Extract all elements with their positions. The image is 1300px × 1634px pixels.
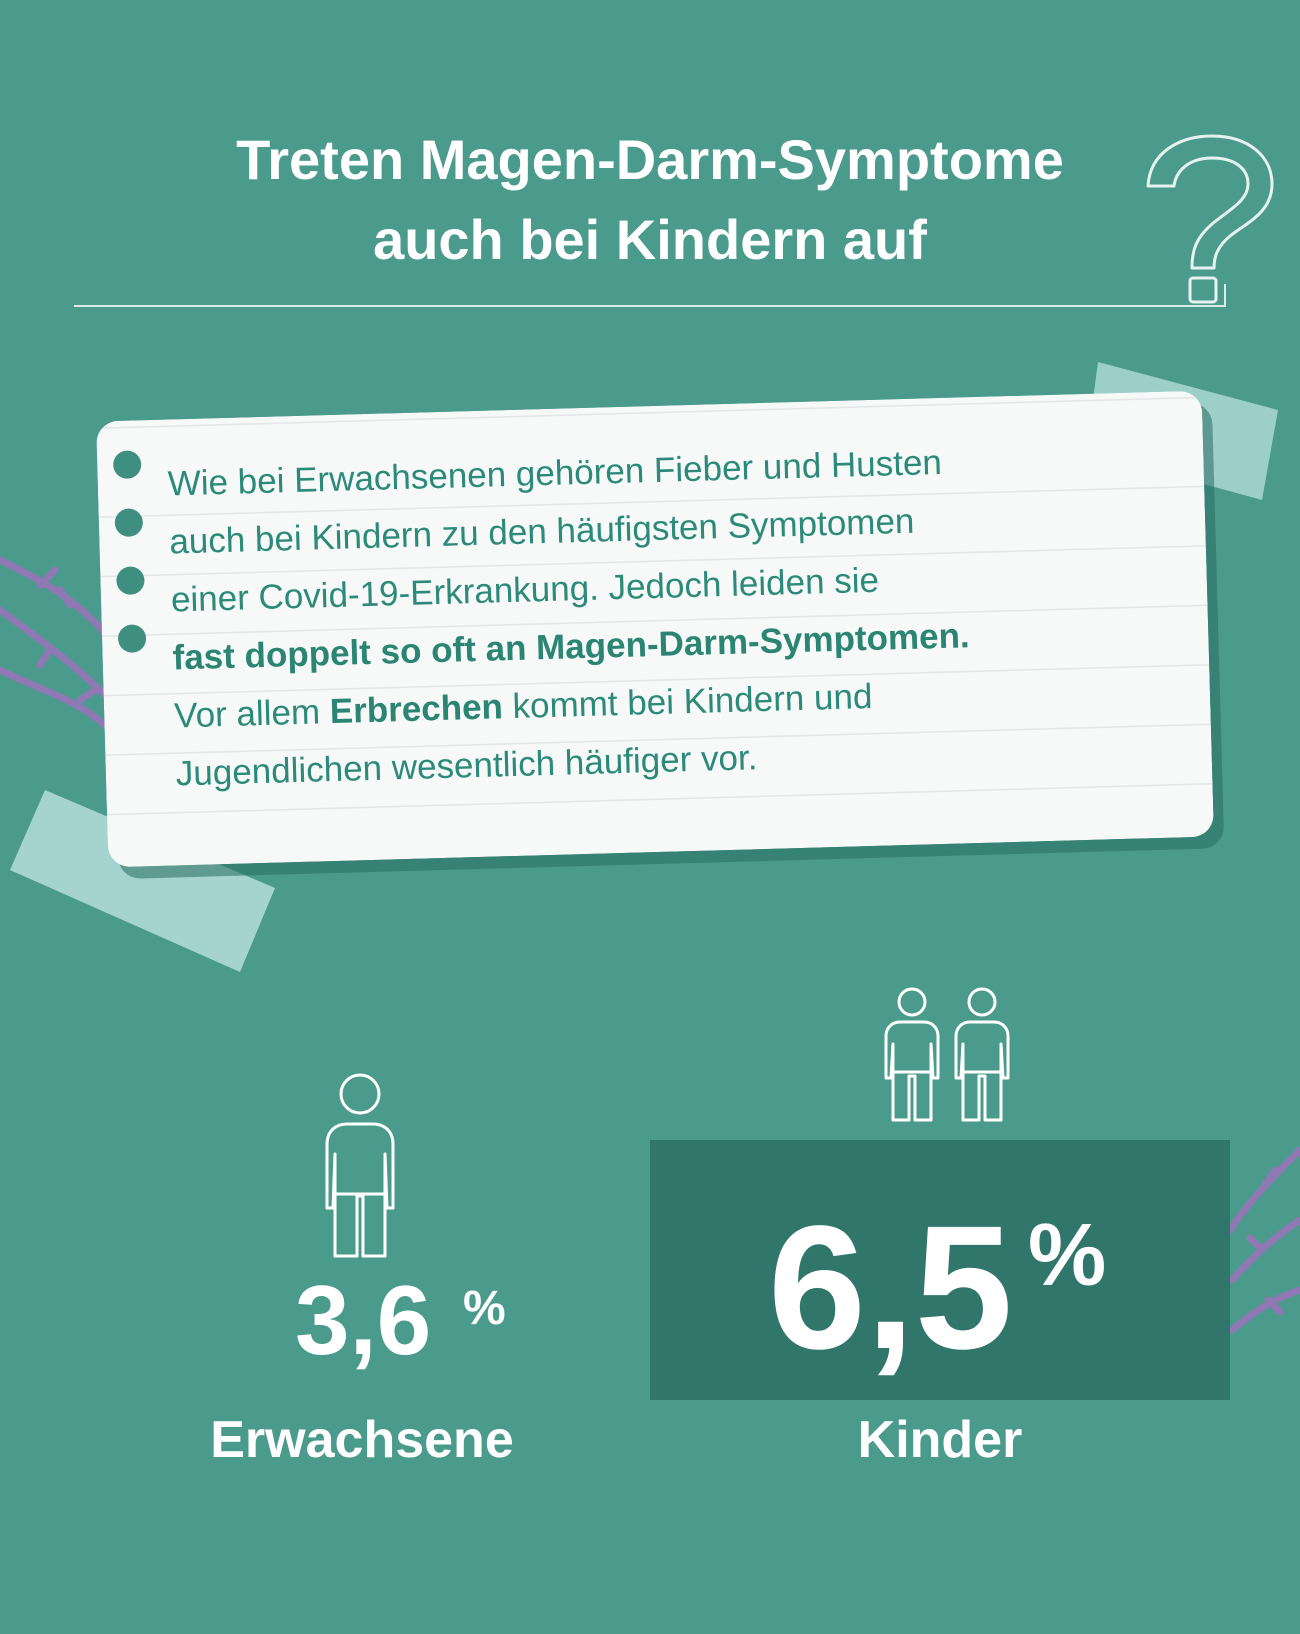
adults-value: 3,6: [295, 1265, 432, 1375]
page-title-line-1: Treten Magen-Darm-Symptome: [236, 128, 1064, 191]
note-text-segment: Jugendlichen wesentlich häufiger vor.: [175, 738, 758, 794]
vine-right-decoration: [1226, 1146, 1300, 1334]
children-highlight-box: 6,5 %: [650, 1140, 1230, 1400]
note-card: Wie bei Erwachsenen gehören Fieber und H…: [95, 390, 1215, 868]
adults-statistic: 3,6 %: [295, 1270, 535, 1370]
binder-hole: [114, 508, 144, 538]
note-emphasis: Erbrechen: [329, 687, 504, 732]
title-divider: [74, 284, 1226, 307]
binder-hole: [116, 566, 145, 596]
page-title-line-2: auch bei Kindern auf: [373, 208, 927, 271]
note-text-segment: kommt bei Kindern und: [502, 676, 873, 727]
question-mark-icon: [1146, 134, 1274, 304]
note-paragraph: Wie bei Erwachsenen gehören Fieber und H…: [167, 427, 1196, 803]
children-percent-sign: %: [1028, 1205, 1107, 1304]
note-text-segment: auch bei Kindern zu den häufigsten Sympt…: [168, 501, 915, 562]
adults-percent-sign: %: [463, 1282, 506, 1335]
adults-label: Erwachsene: [210, 1411, 514, 1469]
children-label: Kinder: [857, 1411, 1023, 1469]
children-value: 6,5: [768, 1190, 1013, 1386]
note-text-segment: Vor allem: [173, 692, 331, 736]
note-text-segment: einer Covid-19-Erkrankung. Jedoch leiden…: [170, 560, 880, 620]
binder-hole: [112, 450, 142, 480]
binder-hole: [117, 624, 147, 653]
vine-left-decoration: [0, 556, 114, 734]
tape-bottom-left-decoration: [10, 790, 275, 972]
person-icon: [325, 1073, 395, 1258]
two-children-icon: [884, 987, 1010, 1122]
